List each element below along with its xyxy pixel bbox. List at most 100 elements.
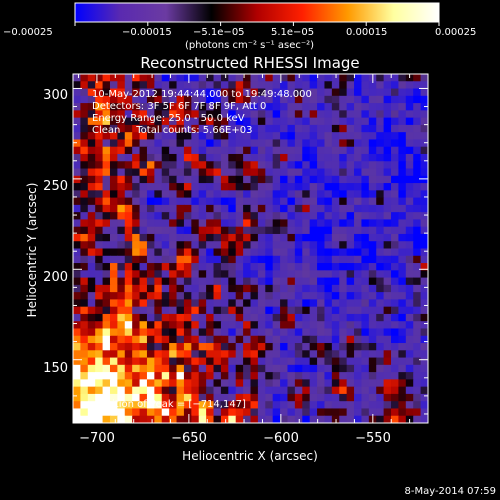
heatmap-cell xyxy=(250,168,259,177)
heatmap-cell xyxy=(257,110,266,119)
heatmap-cell xyxy=(391,357,400,366)
heatmap-cell xyxy=(354,197,363,206)
heatmap-cell xyxy=(206,197,215,206)
heatmap-cell xyxy=(398,183,407,191)
heatmap-cell xyxy=(265,146,274,155)
heatmap-cell xyxy=(391,139,400,148)
heatmap-cell xyxy=(198,146,207,155)
heatmap-cell xyxy=(346,117,355,126)
heatmap-cell xyxy=(124,393,133,402)
heatmap-cell xyxy=(161,415,170,423)
heatmap-cell xyxy=(309,183,318,191)
heatmap-cell xyxy=(169,103,178,111)
heatmap-cell xyxy=(213,212,222,221)
heatmap-cell xyxy=(280,153,289,162)
heatmap-cell xyxy=(309,233,318,242)
heatmap-cell xyxy=(95,299,104,308)
heatmap-cell xyxy=(109,233,118,242)
heatmap-cell xyxy=(368,386,377,395)
heatmap-cell xyxy=(235,81,244,90)
heatmap-cell xyxy=(191,139,200,148)
heatmap-cell xyxy=(339,277,348,286)
heatmap-cell xyxy=(324,335,333,344)
heatmap-cell xyxy=(272,219,281,228)
heatmap-cell xyxy=(257,74,266,82)
heatmap-cell xyxy=(354,226,363,235)
heatmap-cell xyxy=(206,321,215,330)
heatmap-cell xyxy=(87,146,96,155)
heatmap-cell xyxy=(317,241,326,250)
heatmap-cell xyxy=(257,357,266,366)
heatmap-cell xyxy=(413,175,422,184)
heatmap-cell xyxy=(398,401,407,410)
heatmap-cell xyxy=(383,321,392,330)
heatmap-cell xyxy=(354,284,363,293)
heatmap-cell xyxy=(361,263,370,271)
heatmap-cell xyxy=(354,415,363,423)
heatmap-cell xyxy=(250,328,259,337)
heatmap-cell xyxy=(183,255,192,264)
heatmap-cell xyxy=(317,386,326,395)
heatmap-cell xyxy=(198,183,207,191)
heatmap-cell xyxy=(383,74,392,82)
heatmap-cell xyxy=(132,408,141,417)
heatmap-cell xyxy=(405,124,414,133)
heatmap-cell xyxy=(368,393,377,402)
heatmap-cell xyxy=(272,292,281,300)
heatmap-cell xyxy=(73,284,81,293)
heatmap-cell xyxy=(317,117,326,126)
heatmap-cell xyxy=(287,74,296,82)
heatmap-cell xyxy=(191,153,200,162)
heatmap-cell xyxy=(183,117,192,126)
heatmap-cell xyxy=(420,153,428,162)
heatmap-cell xyxy=(169,117,178,126)
heatmap-cell xyxy=(235,248,244,257)
heatmap-cell xyxy=(87,335,96,344)
heatmap-cell xyxy=(294,183,303,191)
heatmap-cell xyxy=(87,190,96,199)
heatmap-cell xyxy=(265,364,274,373)
heatmap-cell xyxy=(250,299,259,308)
heatmap-cell xyxy=(161,88,170,97)
heatmap-cell xyxy=(265,255,274,264)
heatmap-cell xyxy=(331,226,340,235)
heatmap-cell xyxy=(235,132,244,141)
heatmap-cell xyxy=(109,74,118,82)
heatmap-cell xyxy=(317,168,326,177)
heatmap-cell xyxy=(420,212,428,221)
heatmap-cell xyxy=(73,372,81,380)
heatmap-cell xyxy=(87,168,96,177)
heatmap-cell xyxy=(132,393,141,402)
heatmap-cell xyxy=(191,255,200,264)
heatmap-cell xyxy=(154,328,163,337)
heatmap-cell xyxy=(383,146,392,155)
heatmap-cell xyxy=(272,132,281,141)
heatmap-cell xyxy=(117,255,126,264)
heatmap-cell xyxy=(257,415,266,423)
heatmap-cell xyxy=(139,233,148,242)
heatmap-cell xyxy=(287,139,296,148)
heatmap-cell xyxy=(95,386,104,395)
heatmap-cell xyxy=(80,357,89,366)
heatmap-cell xyxy=(257,146,266,155)
heatmap-cell xyxy=(413,408,422,417)
heatmap-cell xyxy=(191,284,200,293)
heatmap-cell xyxy=(146,292,155,300)
heatmap-cell xyxy=(191,357,200,366)
heatmap-cell xyxy=(146,248,155,257)
heatmap-cell xyxy=(280,335,289,344)
heatmap-cell xyxy=(309,117,318,126)
heatmap-cell xyxy=(361,248,370,257)
heatmap-cell xyxy=(132,139,141,148)
heatmap-cell xyxy=(235,277,244,286)
heatmap-cell xyxy=(309,241,318,250)
heatmap-cell xyxy=(220,95,229,104)
heatmap-cell xyxy=(324,343,333,351)
heatmap-cell xyxy=(183,233,192,242)
heatmap-cell xyxy=(361,313,370,322)
heatmap-cell xyxy=(139,270,148,279)
heatmap-cell xyxy=(405,350,414,359)
heatmap-cell xyxy=(117,357,126,366)
heatmap-cell xyxy=(146,350,155,359)
heatmap-cell xyxy=(132,233,141,242)
